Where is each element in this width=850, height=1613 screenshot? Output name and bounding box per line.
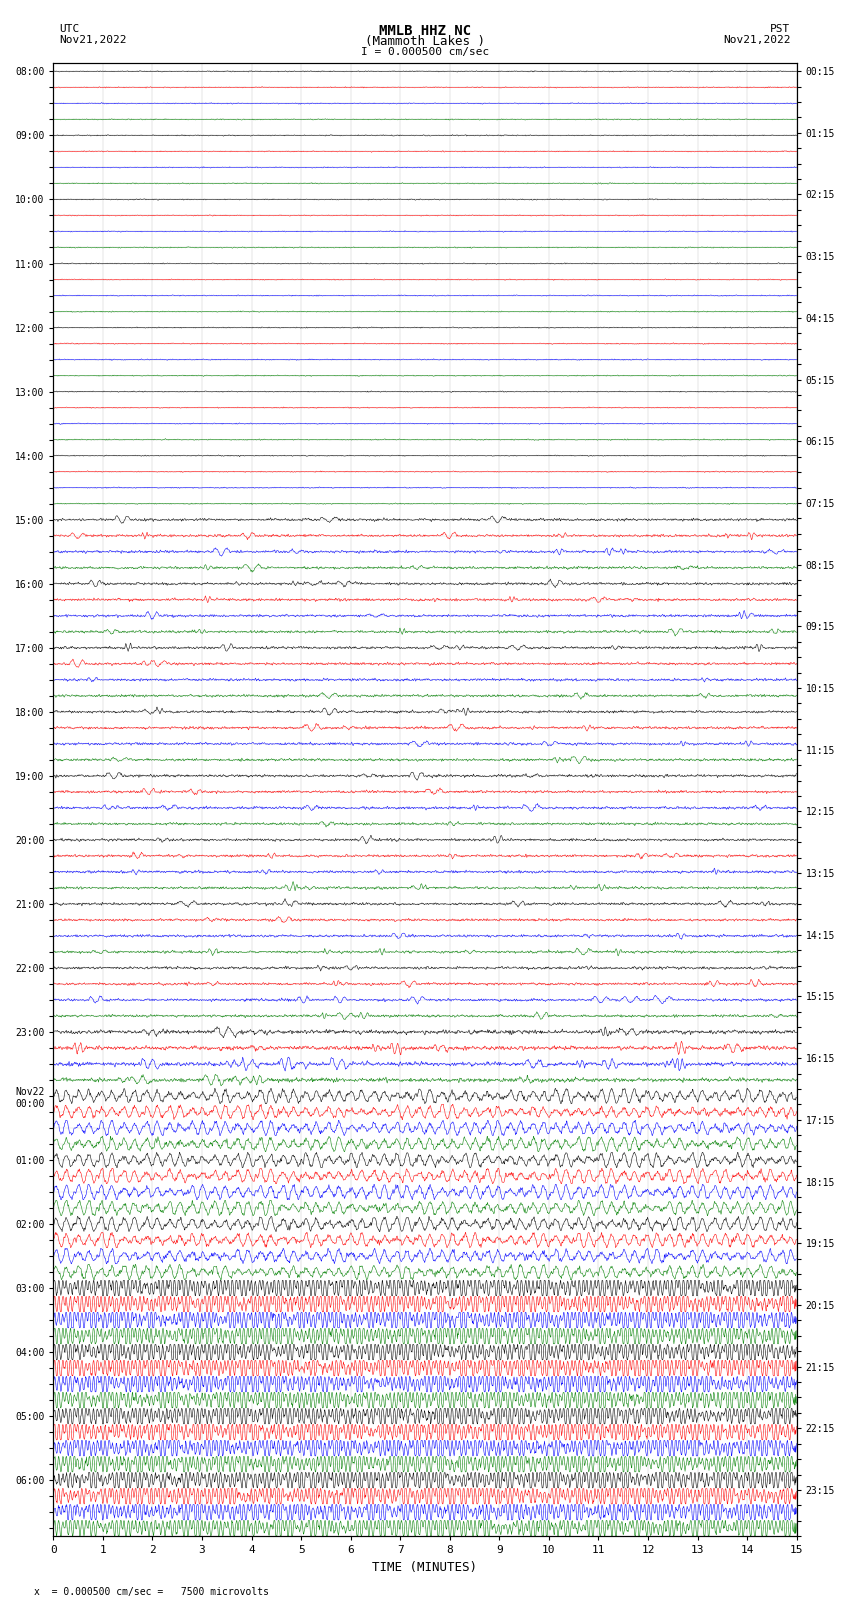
Text: UTC: UTC	[60, 24, 80, 34]
Text: (Mammoth Lakes ): (Mammoth Lakes )	[365, 35, 485, 48]
Text: Nov21,2022: Nov21,2022	[60, 35, 127, 45]
Text: I = 0.000500 cm/sec: I = 0.000500 cm/sec	[361, 47, 489, 56]
Text: MMLB HHZ NC: MMLB HHZ NC	[379, 24, 471, 39]
Text: PST: PST	[770, 24, 790, 34]
Text: Nov21,2022: Nov21,2022	[723, 35, 791, 45]
X-axis label: TIME (MINUTES): TIME (MINUTES)	[372, 1561, 478, 1574]
Text: x  = 0.000500 cm/sec =   7500 microvolts: x = 0.000500 cm/sec = 7500 microvolts	[34, 1587, 269, 1597]
